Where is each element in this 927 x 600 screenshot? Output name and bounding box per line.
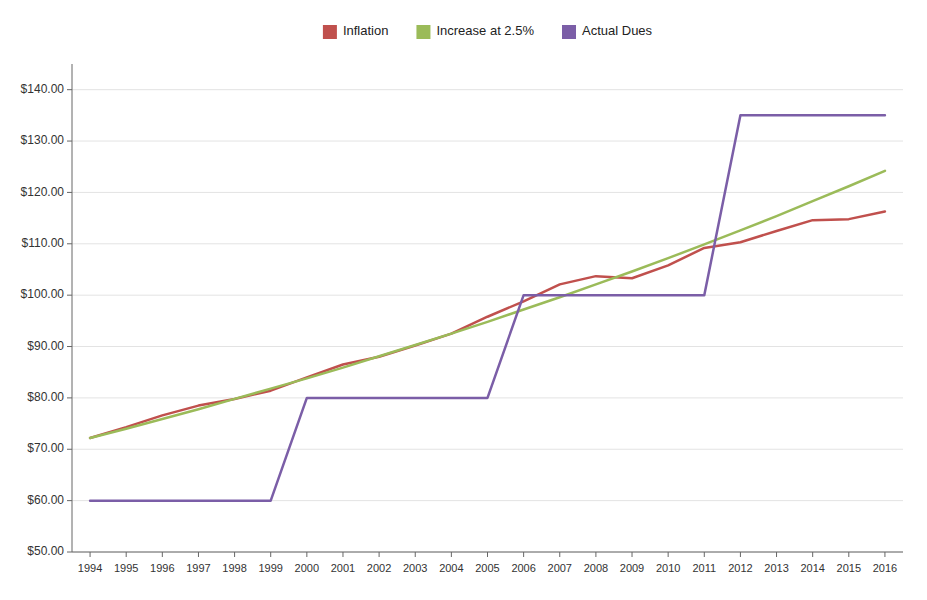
x-tick-label: 2008 (584, 562, 608, 574)
x-tick-label: 2003 (403, 562, 427, 574)
x-tick (198, 552, 199, 557)
grid-line (72, 552, 903, 553)
y-tick-label: $130.00 (21, 133, 65, 147)
x-tick (342, 552, 343, 557)
legend-item: Inflation (323, 23, 389, 39)
y-tick-label: $70.00 (27, 441, 64, 455)
series-line (90, 211, 885, 438)
y-axis-line (72, 64, 73, 552)
legend: Inflation Increase at 2.5% Actual Dues (323, 23, 653, 39)
grid-line (72, 295, 903, 296)
x-tick (90, 552, 91, 557)
y-tick (67, 295, 72, 296)
x-tick-label: 2014 (800, 562, 824, 574)
x-tick-label: 2011 (692, 562, 716, 574)
x-tick (126, 552, 127, 557)
x-tick-label: 2010 (656, 562, 680, 574)
x-tick (776, 552, 777, 557)
x-tick-label: 2015 (837, 562, 861, 574)
grid (72, 90, 903, 552)
x-tick (668, 552, 669, 557)
x-tick (559, 552, 560, 557)
y-tick (67, 500, 72, 501)
grid-line (72, 141, 903, 142)
legend-swatch (562, 25, 576, 39)
x-tick (270, 552, 271, 557)
x-tick-label: 2013 (764, 562, 788, 574)
grid-line (72, 449, 903, 450)
x-tick-label: 1996 (150, 562, 174, 574)
x-tick (451, 552, 452, 557)
y-tick-label: $50.00 (27, 544, 64, 558)
legend-label: Inflation (343, 23, 389, 38)
legend-swatch (323, 25, 337, 39)
x-tick-label: 2012 (728, 562, 752, 574)
x-tick (162, 552, 163, 557)
y-tick (67, 89, 72, 90)
x-tick (740, 552, 741, 557)
series-line (90, 115, 885, 500)
x-tick-label: 2007 (548, 562, 572, 574)
x-tick-label: 1995 (114, 562, 138, 574)
x-tick-label: 2005 (475, 562, 499, 574)
x-tick (704, 552, 705, 557)
x-tick (848, 552, 849, 557)
y-tick (67, 243, 72, 244)
axes: $50.00 $60.00 $70.00 $80.00 $90.00 $100.00 $11… (21, 64, 903, 574)
y-tick-label: $140.00 (21, 82, 65, 96)
y-tick (67, 552, 72, 553)
x-tick (884, 552, 885, 557)
grid-line (72, 346, 903, 347)
grid-line (72, 243, 903, 244)
x-tick (595, 552, 596, 557)
y-tick (67, 397, 72, 398)
x-tick (812, 552, 813, 557)
x-tick (379, 552, 380, 557)
x-tick-label: 2000 (295, 562, 319, 574)
legend-item: Actual Dues (562, 23, 653, 39)
x-tick (415, 552, 416, 557)
x-tick (487, 552, 488, 557)
y-tick (67, 346, 72, 347)
y-tick (67, 192, 72, 193)
x-tick-label: 2016 (873, 562, 897, 574)
x-tick-label: 2002 (367, 562, 391, 574)
y-tick-label: $60.00 (27, 493, 64, 507)
y-tick (67, 141, 72, 142)
y-tick-label: $110.00 (22, 236, 65, 250)
x-axis-line (72, 552, 903, 553)
x-tick (234, 552, 235, 557)
x-tick-label: 1994 (78, 562, 102, 574)
x-tick-label: 1999 (258, 562, 282, 574)
y-tick-label: $120.00 (21, 185, 65, 199)
x-tick-label: 2001 (331, 562, 355, 574)
grid-line (72, 192, 903, 193)
legend-swatch (416, 25, 430, 39)
x-tick (306, 552, 307, 557)
grid-line (72, 89, 903, 90)
x-tick (523, 552, 524, 557)
chart: $50.00 $60.00 $70.00 $80.00 $90.00 $100.00 $11… (0, 0, 927, 600)
x-tick-label: 2004 (439, 562, 463, 574)
y-tick-label: $100.00 (21, 287, 65, 301)
x-tick-label: 1998 (222, 562, 246, 574)
x-tick (632, 552, 633, 557)
y-tick (67, 449, 72, 450)
legend-label: Actual Dues (582, 23, 653, 38)
x-tick-label: 2006 (511, 562, 535, 574)
y-tick-label: $90.00 (27, 339, 64, 353)
series-group (90, 115, 885, 500)
x-tick-label: 1997 (186, 562, 210, 574)
legend-label: Increase at 2.5% (436, 23, 534, 38)
y-tick-label: $80.00 (27, 390, 64, 404)
legend-item: Increase at 2.5% (416, 23, 534, 39)
x-tick-label: 2009 (620, 562, 644, 574)
